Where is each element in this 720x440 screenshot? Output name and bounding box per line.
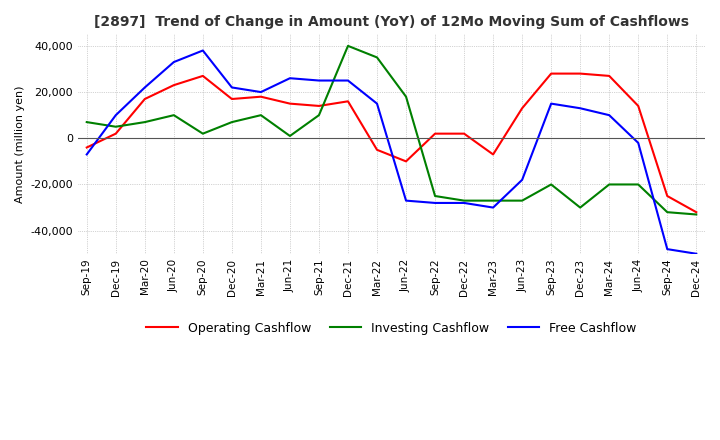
Title: [2897]  Trend of Change in Amount (YoY) of 12Mo Moving Sum of Cashflows: [2897] Trend of Change in Amount (YoY) o…	[94, 15, 689, 29]
Investing Cashflow	[518, 198, 526, 203]
Investing Cashflow	[692, 212, 701, 217]
Operating Cashflow	[460, 131, 469, 136]
Free Cashflow	[343, 78, 352, 83]
Investing Cashflow	[431, 193, 439, 198]
Free Cashflow	[82, 152, 91, 157]
Y-axis label: Amount (million yen): Amount (million yen)	[15, 85, 25, 203]
Investing Cashflow	[460, 198, 469, 203]
Investing Cashflow	[169, 113, 178, 118]
Free Cashflow	[634, 140, 642, 146]
Investing Cashflow	[256, 113, 265, 118]
Legend: Operating Cashflow, Investing Cashflow, Free Cashflow: Operating Cashflow, Investing Cashflow, …	[141, 317, 642, 340]
Free Cashflow	[373, 101, 382, 106]
Free Cashflow	[169, 59, 178, 65]
Free Cashflow	[199, 48, 207, 53]
Free Cashflow	[431, 200, 439, 205]
Investing Cashflow	[315, 113, 323, 118]
Investing Cashflow	[576, 205, 585, 210]
Operating Cashflow	[402, 159, 410, 164]
Free Cashflow	[256, 89, 265, 95]
Investing Cashflow	[605, 182, 613, 187]
Free Cashflow	[518, 177, 526, 183]
Operating Cashflow	[518, 106, 526, 111]
Free Cashflow	[402, 198, 410, 203]
Investing Cashflow	[489, 198, 498, 203]
Free Cashflow	[605, 113, 613, 118]
Free Cashflow	[228, 85, 236, 90]
Operating Cashflow	[169, 83, 178, 88]
Operating Cashflow	[286, 101, 294, 106]
Free Cashflow	[460, 200, 469, 205]
Free Cashflow	[692, 251, 701, 257]
Free Cashflow	[315, 78, 323, 83]
Operating Cashflow	[605, 73, 613, 79]
Investing Cashflow	[547, 182, 556, 187]
Investing Cashflow	[82, 120, 91, 125]
Operating Cashflow	[547, 71, 556, 76]
Free Cashflow	[663, 246, 672, 252]
Investing Cashflow	[634, 182, 642, 187]
Free Cashflow	[489, 205, 498, 210]
Free Cashflow	[576, 106, 585, 111]
Line: Investing Cashflow: Investing Cashflow	[86, 46, 696, 214]
Investing Cashflow	[228, 120, 236, 125]
Operating Cashflow	[489, 152, 498, 157]
Operating Cashflow	[228, 96, 236, 102]
Operating Cashflow	[576, 71, 585, 76]
Investing Cashflow	[402, 94, 410, 99]
Investing Cashflow	[663, 209, 672, 215]
Line: Free Cashflow: Free Cashflow	[86, 51, 696, 254]
Operating Cashflow	[373, 147, 382, 152]
Line: Operating Cashflow: Operating Cashflow	[86, 73, 696, 212]
Operating Cashflow	[343, 99, 352, 104]
Investing Cashflow	[199, 131, 207, 136]
Free Cashflow	[140, 85, 149, 90]
Investing Cashflow	[343, 43, 352, 48]
Operating Cashflow	[634, 103, 642, 109]
Operating Cashflow	[663, 193, 672, 198]
Investing Cashflow	[112, 124, 120, 129]
Operating Cashflow	[692, 209, 701, 215]
Operating Cashflow	[256, 94, 265, 99]
Investing Cashflow	[286, 133, 294, 139]
Operating Cashflow	[82, 145, 91, 150]
Free Cashflow	[112, 113, 120, 118]
Operating Cashflow	[431, 131, 439, 136]
Operating Cashflow	[112, 131, 120, 136]
Investing Cashflow	[140, 120, 149, 125]
Investing Cashflow	[373, 55, 382, 60]
Operating Cashflow	[199, 73, 207, 79]
Free Cashflow	[286, 76, 294, 81]
Free Cashflow	[547, 101, 556, 106]
Operating Cashflow	[315, 103, 323, 109]
Operating Cashflow	[140, 96, 149, 102]
